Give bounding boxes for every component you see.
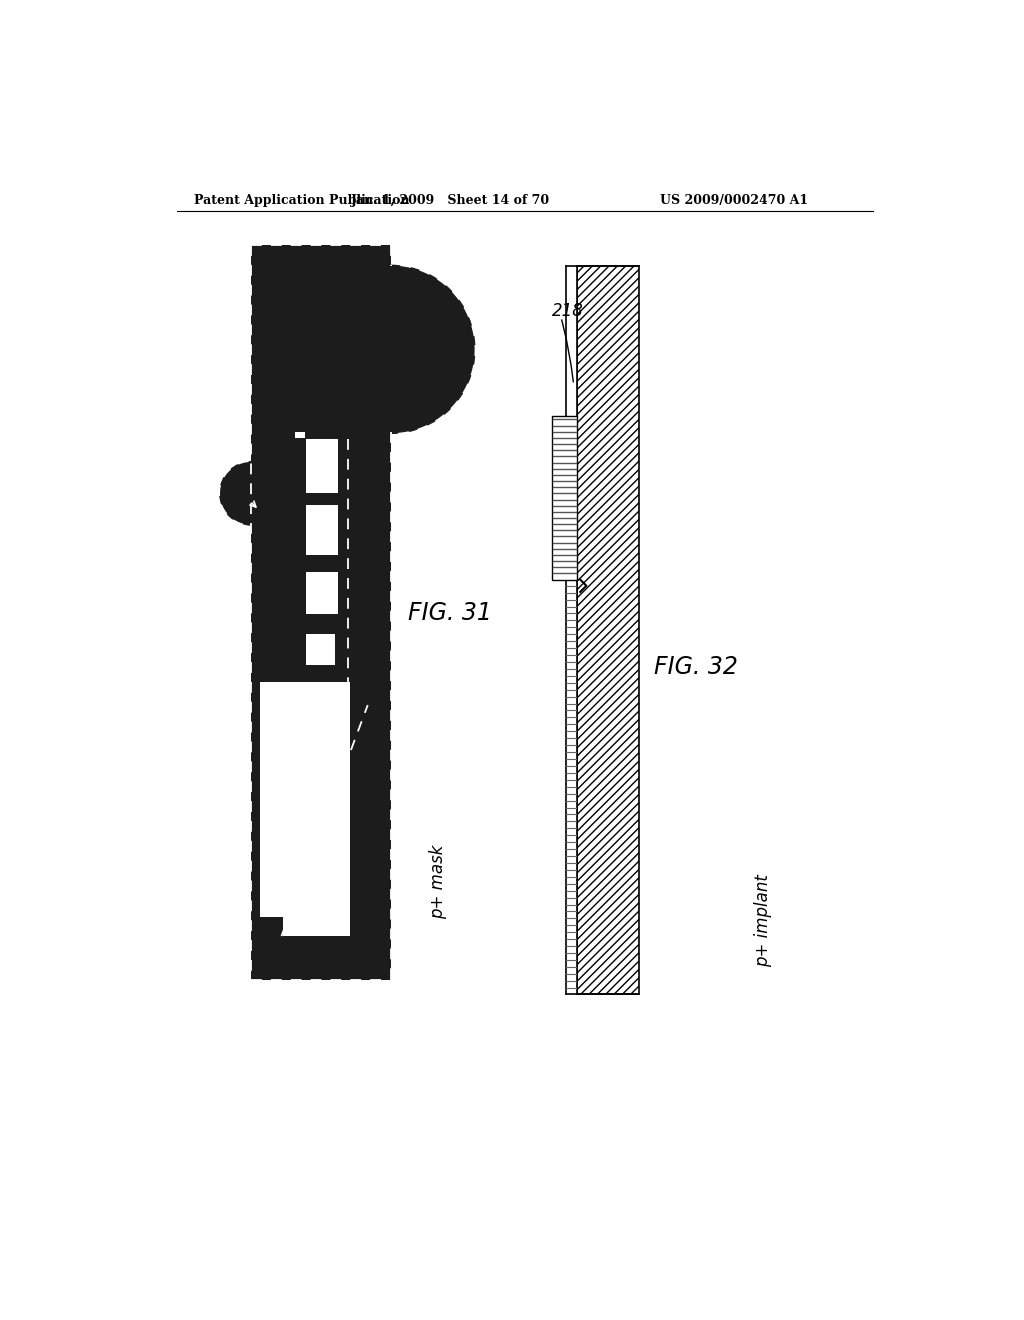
Bar	[306, 635, 336, 665]
Text: FIG. 32: FIG. 32	[654, 655, 738, 678]
Bar	[565, 267, 578, 994]
Bar	[306, 572, 339, 614]
Bar	[252, 244, 391, 979]
Text: US 2009/0002470 A1: US 2009/0002470 A1	[660, 194, 808, 207]
Bar	[552, 416, 578, 581]
Circle shape	[219, 461, 284, 525]
Bar	[302, 668, 348, 682]
Bar	[306, 506, 339, 554]
Text: 218: 218	[552, 302, 584, 319]
Text: Patent Application Publication: Patent Application Publication	[194, 194, 410, 207]
Bar	[260, 917, 283, 936]
Text: p+ implant: p+ implant	[755, 874, 772, 968]
Bar	[295, 432, 304, 438]
Bar	[260, 682, 350, 936]
Bar	[578, 267, 639, 994]
Text: p+ mask: p+ mask	[429, 845, 447, 920]
Text: FIG. 31: FIG. 31	[408, 601, 492, 624]
Bar	[306, 440, 339, 494]
Circle shape	[306, 264, 475, 434]
Polygon shape	[350, 705, 391, 936]
Text: Jan. 1, 2009   Sheet 14 of 70: Jan. 1, 2009 Sheet 14 of 70	[350, 194, 550, 207]
Bar	[578, 267, 639, 994]
